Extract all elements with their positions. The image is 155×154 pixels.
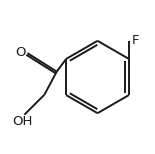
Text: OH: OH [13,115,33,128]
Text: F: F [132,34,139,47]
Text: O: O [15,46,26,59]
